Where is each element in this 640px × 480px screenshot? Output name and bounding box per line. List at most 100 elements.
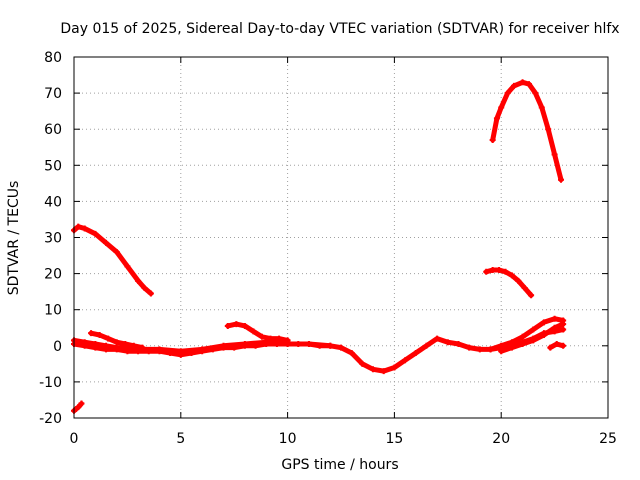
x-axis-label: GPS time / hours <box>281 457 398 473</box>
data-point <box>391 364 398 371</box>
data-point <box>295 340 302 347</box>
y-tick-label: -20 <box>39 411 62 427</box>
y-tick-label: -10 <box>39 375 62 391</box>
data-point <box>252 342 259 349</box>
data-point <box>483 268 490 275</box>
data-point <box>96 331 103 338</box>
series-rise-evening-b <box>498 321 567 355</box>
data-point <box>528 292 535 299</box>
data-point <box>508 272 515 279</box>
data-point <box>476 346 483 353</box>
x-tick-label: 0 <box>70 431 79 447</box>
data-point <box>540 319 547 326</box>
data-point <box>241 322 248 329</box>
y-tick-label: 20 <box>44 267 62 283</box>
data-point <box>530 337 537 344</box>
data-point <box>130 342 137 349</box>
x-tick-label: 10 <box>279 431 297 447</box>
y-axis-label: SDTVAR / TECUs <box>6 181 22 296</box>
data-point <box>519 79 526 86</box>
series-bump-forenoon <box>224 321 291 344</box>
data-point <box>560 321 567 328</box>
data-point <box>156 348 163 355</box>
data-point <box>267 335 274 342</box>
data-point <box>553 340 560 347</box>
data-point <box>81 342 88 349</box>
data-point <box>145 348 152 355</box>
data-point <box>519 333 526 340</box>
series-arc-high-evening <box>489 79 565 183</box>
data-point <box>540 331 547 338</box>
data-point <box>551 151 558 158</box>
data-point <box>103 239 110 246</box>
x-tick-label: 5 <box>176 431 185 447</box>
plot-frame <box>73 56 609 419</box>
data-point <box>177 351 184 358</box>
x-tick-label: 25 <box>599 431 617 447</box>
data-point <box>538 104 545 111</box>
y-tick-label: 0 <box>53 339 62 355</box>
series-group <box>71 79 567 414</box>
series-baseline-b <box>71 340 334 358</box>
data-point <box>92 344 99 351</box>
data-point <box>209 346 216 353</box>
series-line <box>483 267 534 298</box>
data-point <box>551 315 558 322</box>
data-point <box>493 115 500 122</box>
grid <box>74 57 608 418</box>
data-point <box>489 266 496 273</box>
data-point <box>348 350 355 357</box>
data-point <box>560 342 567 349</box>
data-point <box>250 328 257 335</box>
data-point <box>545 126 552 133</box>
data-point <box>167 350 174 357</box>
data-point <box>75 223 82 230</box>
data-point <box>558 176 565 183</box>
data-point <box>455 340 462 347</box>
y-tick-label: 80 <box>44 50 62 66</box>
data-point <box>135 277 142 284</box>
data-point <box>105 335 112 342</box>
data-point <box>380 368 387 375</box>
data-point <box>412 350 419 357</box>
data-point <box>530 326 537 333</box>
data-point <box>370 366 377 373</box>
data-point <box>88 330 95 337</box>
data-point <box>122 340 129 347</box>
data-point <box>504 90 511 97</box>
data-point <box>81 225 88 232</box>
y-tick-label: 70 <box>44 86 62 102</box>
data-point <box>487 346 494 353</box>
data-point <box>199 348 206 355</box>
data-point <box>258 333 265 340</box>
data-point <box>511 82 518 89</box>
data-point <box>224 322 231 329</box>
axis-ticks: 0 5 10 15 20 25 -20 -10 0 10 20 30 40 50 60 70 80 <box>39 50 617 447</box>
y-tick-label: 50 <box>44 158 62 174</box>
data-point <box>241 342 248 349</box>
data-point <box>521 285 528 292</box>
data-point <box>551 324 558 331</box>
data-point <box>233 321 240 328</box>
chart-title: Day 015 of 2025, Sidereal Day-to-day VTE… <box>60 21 619 37</box>
data-point <box>547 344 554 351</box>
series-bump-morning <box>88 330 146 351</box>
data-point <box>113 339 120 346</box>
data-point <box>496 266 503 273</box>
data-point <box>231 344 238 351</box>
y-tick-label: 30 <box>44 231 62 247</box>
data-point <box>78 400 85 407</box>
data-point <box>92 230 99 237</box>
data-point <box>498 104 505 111</box>
data-point <box>489 137 496 144</box>
series-arc-morning-decay <box>71 223 154 297</box>
series-line <box>71 224 154 296</box>
data-point <box>124 263 131 270</box>
data-point <box>359 360 366 367</box>
data-point <box>141 285 148 292</box>
data-point <box>305 340 312 347</box>
data-point <box>434 335 441 342</box>
data-point <box>515 277 522 284</box>
data-point <box>327 342 334 349</box>
